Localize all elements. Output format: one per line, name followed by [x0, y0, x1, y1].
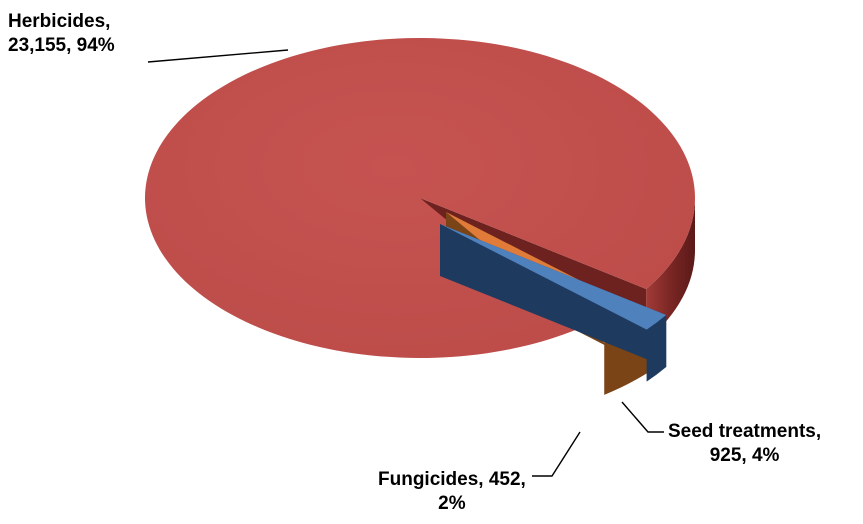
- leader-line-seed-treatments: [621, 401, 664, 433]
- data-label-fungicides-line2: 2%: [438, 493, 466, 514]
- data-label-seed-treatments-line1: Seed treatments,: [668, 421, 822, 442]
- data-label-herbicides-line2: 23,155, 94%: [8, 35, 115, 56]
- leader-line-herbicides: [147, 49, 289, 63]
- data-label-fungicides: Fungicides, 452, 2%: [378, 468, 526, 516]
- slice-side-herbicides: [646, 198, 695, 342]
- data-label-herbicides-line1: Herbicides,: [8, 11, 111, 32]
- data-label-seed-treatments-line2: 925, 4%: [709, 445, 780, 466]
- data-label-herbicides: Herbicides, 23,155, 94%: [8, 10, 115, 58]
- slice-top-fungicides: [440, 224, 667, 330]
- slice-fungicides: [440, 224, 667, 382]
- pie-slices: [144, 38, 695, 395]
- leader-line-fungicides: [532, 431, 581, 477]
- slice-top-herbicides: [144, 38, 695, 359]
- leader-lines: [147, 49, 664, 477]
- data-label-fungicides-line1: Fungicides, 452,: [378, 469, 526, 490]
- slice-wall-fungicides: [440, 224, 667, 368]
- data-label-seed-treatments: Seed treatments, 925, 4%: [668, 420, 821, 468]
